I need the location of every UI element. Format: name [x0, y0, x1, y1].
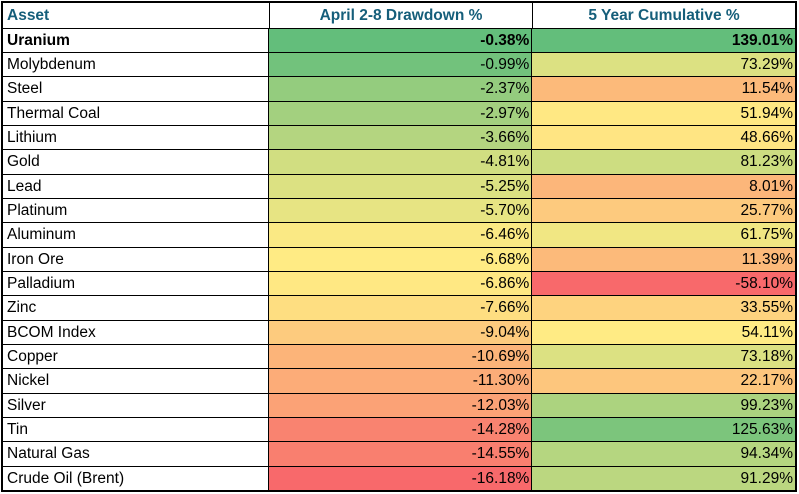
cumulative-cell[interactable]: 94.34% — [531, 442, 796, 466]
table-row: Tin -14.28% 125.63% — [3, 416, 796, 442]
cumulative-cell[interactable]: 125.63% — [531, 417, 796, 442]
table-row: Aluminum -6.46% 61.75% — [3, 222, 796, 247]
drawdown-cell[interactable]: -4.81% — [267, 150, 532, 174]
table-row: Gold -4.81% 81.23% — [3, 149, 796, 174]
asset-cell[interactable]: Molybdenum — [7, 55, 96, 73]
table-header-row: Asset April 2-8 Drawdown % 5 Year Cumula… — [3, 3, 795, 28]
asset-cell[interactable]: Crude Oil (Brent) — [7, 469, 125, 487]
drawdown-cell[interactable]: -3.66% — [267, 126, 532, 150]
table-row: Lithium -3.66% 48.66% — [3, 125, 796, 150]
asset-cell[interactable]: Silver — [7, 396, 46, 414]
table-row: Palladium -6.86% -58.10% — [3, 271, 796, 296]
cumulative-cell[interactable]: 91.29% — [531, 466, 796, 490]
cumulative-cell[interactable]: 11.39% — [531, 247, 796, 272]
cumulative-cell[interactable]: 33.55% — [531, 296, 796, 320]
drawdown-cell[interactable]: -0.99% — [267, 53, 532, 77]
drawdown-cell[interactable]: -2.97% — [267, 101, 532, 126]
cumulative-cell[interactable]: 73.18% — [531, 345, 796, 369]
column-header-cumulative[interactable]: 5 Year Cumulative % — [532, 3, 795, 28]
drawdown-cell[interactable]: -12.03% — [267, 393, 532, 417]
drawdown-cell[interactable]: -14.28% — [267, 417, 532, 442]
drawdown-cell[interactable]: -7.66% — [267, 296, 532, 320]
cumulative-cell[interactable]: 22.17% — [531, 369, 796, 393]
asset-cell[interactable]: Tin — [7, 420, 28, 438]
asset-cell[interactable]: BCOM Index — [7, 323, 96, 341]
drawdown-cell[interactable]: -5.25% — [267, 174, 532, 199]
asset-cell[interactable]: Palladium — [7, 274, 76, 292]
drawdown-cell[interactable]: -5.70% — [267, 199, 532, 223]
cumulative-cell[interactable]: 73.29% — [531, 53, 796, 77]
table-row: Silver -12.03% 99.23% — [3, 392, 796, 417]
asset-cell[interactable]: Iron Ore — [7, 250, 64, 268]
table-row: Crude Oil (Brent) -16.18% 91.29% — [3, 465, 796, 490]
drawdown-cell[interactable]: -11.30% — [267, 369, 532, 393]
cumulative-cell[interactable]: 81.23% — [531, 150, 796, 174]
drawdown-cell[interactable]: -16.18% — [267, 466, 532, 490]
drawdown-cell[interactable]: -6.86% — [267, 272, 532, 296]
cumulative-cell[interactable]: -58.10% — [531, 272, 796, 296]
asset-cell[interactable]: Gold — [7, 153, 40, 171]
table-row: Thermal Coal -2.97% 51.94% — [3, 100, 796, 126]
cumulative-cell[interactable]: 51.94% — [531, 101, 796, 126]
table-row: Zinc -7.66% 33.55% — [3, 295, 796, 320]
asset-cell[interactable]: Thermal Coal — [7, 104, 101, 122]
table-row: Uranium -0.38% 139.01% — [3, 27, 796, 53]
cumulative-cell[interactable]: 61.75% — [531, 223, 796, 247]
drawdown-cell[interactable]: -2.37% — [267, 77, 532, 101]
table-row: Molybdenum -0.99% 73.29% — [3, 52, 796, 77]
column-header-asset[interactable]: Asset — [3, 3, 269, 28]
column-header-drawdown[interactable]: April 2-8 Drawdown % — [269, 3, 532, 28]
drawdown-cell[interactable]: -0.38% — [267, 28, 532, 53]
asset-cell[interactable]: Lead — [7, 177, 42, 195]
cumulative-cell[interactable]: 11.54% — [531, 77, 796, 101]
table-row: Steel -2.37% 11.54% — [3, 76, 796, 101]
asset-cell[interactable]: Natural Gas — [7, 445, 90, 463]
asset-cell[interactable]: Steel — [7, 80, 43, 98]
drawdown-cell[interactable]: -6.46% — [267, 223, 532, 247]
asset-cell[interactable]: Platinum — [7, 201, 68, 219]
drawdown-cell[interactable]: -14.55% — [267, 442, 532, 466]
asset-cell[interactable]: Nickel — [7, 372, 50, 390]
drawdown-cell[interactable]: -6.68% — [267, 247, 532, 272]
asset-cell[interactable]: Lithium — [7, 128, 57, 146]
asset-cell[interactable]: Uranium — [7, 31, 70, 49]
cumulative-cell[interactable]: 54.11% — [531, 320, 796, 344]
drawdown-cell[interactable]: -10.69% — [267, 345, 532, 369]
asset-cell[interactable]: Zinc — [7, 299, 37, 317]
table-row: BCOM Index -9.04% 54.11% — [3, 319, 796, 344]
cumulative-cell[interactable]: 99.23% — [531, 393, 796, 417]
table-row: Nickel -11.30% 22.17% — [3, 368, 796, 393]
cumulative-cell[interactable]: 8.01% — [531, 174, 796, 199]
table-row: Copper -10.69% 73.18% — [3, 344, 796, 369]
cumulative-cell[interactable]: 48.66% — [531, 126, 796, 150]
table-row: Iron Ore -6.68% 11.39% — [3, 246, 796, 272]
table-row: Lead -5.25% 8.01% — [3, 173, 796, 199]
asset-cell[interactable]: Aluminum — [7, 226, 76, 244]
table-row: Platinum -5.70% 25.77% — [3, 198, 796, 223]
table-row: Natural Gas -14.55% 94.34% — [3, 441, 796, 466]
cumulative-cell[interactable]: 25.77% — [531, 199, 796, 223]
drawdown-cell[interactable]: -9.04% — [267, 320, 532, 344]
cumulative-cell[interactable]: 139.01% — [531, 28, 796, 53]
asset-cell[interactable]: Copper — [7, 347, 58, 365]
